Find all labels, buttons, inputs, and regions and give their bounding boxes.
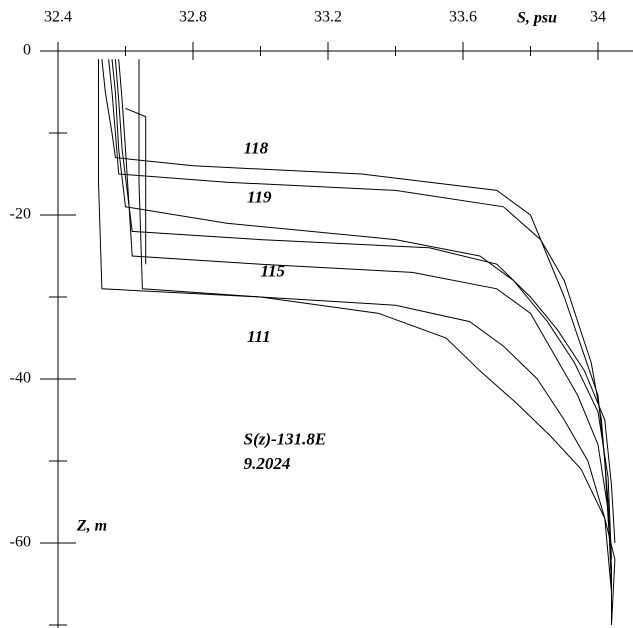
chart-annotation: 118 xyxy=(244,138,269,157)
x-tick-label: 33.2 xyxy=(314,9,342,26)
x-tick-label: 32.4 xyxy=(44,9,72,26)
salinity-profile-line xyxy=(101,59,612,625)
y-axis-title: Z, m xyxy=(76,518,107,535)
chart-annotation: 9.2024 xyxy=(244,454,291,473)
salinity-profile-line xyxy=(125,107,147,265)
chart-annotation: 111 xyxy=(247,327,271,346)
annotations: 118 119 115 111 S(z)-131.8E 9.2024 xyxy=(244,138,327,473)
x-tick-label: 32.8 xyxy=(179,9,207,26)
salinity-profile-line xyxy=(108,59,612,585)
y-ticks: 0 -20 -40 -60 xyxy=(10,42,76,626)
x-axis-title: S, psu xyxy=(517,10,557,27)
chart-annotation: S(z)-131.8E xyxy=(244,429,327,448)
y-tick-label: 0 xyxy=(23,42,31,59)
y-tick-label: -60 xyxy=(10,534,31,551)
chart-annotation: 119 xyxy=(247,188,272,207)
x-tick-label: 34 xyxy=(590,9,606,26)
salinity-profile-line xyxy=(114,59,616,544)
profile-lines xyxy=(98,59,616,626)
salinity-profile-line xyxy=(138,59,612,593)
salinity-profile-line xyxy=(111,59,612,560)
y-tick-label: -20 xyxy=(10,206,31,223)
chart-annotation: 115 xyxy=(261,261,286,280)
salinity-profile-line xyxy=(98,59,616,626)
x-tick-label: 33.6 xyxy=(449,9,477,26)
y-tick-label: -40 xyxy=(10,370,31,387)
salinity-profile-line xyxy=(118,59,612,585)
x-ticks: 32.4 32.8 33.2 33.6 34 xyxy=(44,9,606,60)
